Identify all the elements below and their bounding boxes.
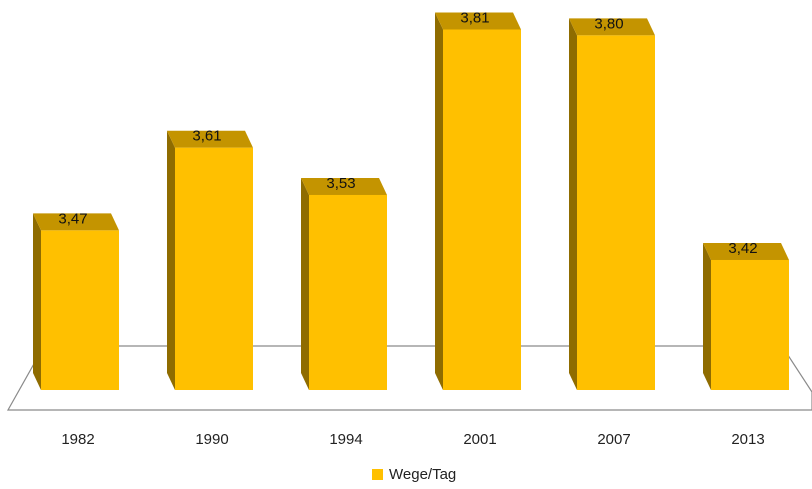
bar-side xyxy=(167,130,175,390)
x-tick-label: 2007 xyxy=(597,431,630,448)
data-label: 3,81 xyxy=(460,9,489,26)
bar-1990 xyxy=(167,130,253,390)
x-tick-label: 1982 xyxy=(61,431,94,448)
data-label: 3,61 xyxy=(192,128,221,145)
bar-1994 xyxy=(301,177,387,390)
bar-top xyxy=(703,242,789,260)
data-labels: 3,47 3,61 3,53 3,81 3,80 3,42 xyxy=(58,9,757,256)
x-tick-label: 2001 xyxy=(463,431,496,448)
bar-front xyxy=(41,230,119,390)
legend-label: Wege/Tag xyxy=(389,466,457,483)
bar-top xyxy=(435,12,521,30)
bar-2013 xyxy=(703,242,789,390)
bar-front xyxy=(309,194,387,390)
bar-side xyxy=(703,242,711,390)
bar-side xyxy=(435,12,443,391)
data-label: 3,47 xyxy=(58,210,87,227)
bar-2007 xyxy=(569,18,655,391)
bar-front xyxy=(175,147,253,390)
x-tick-label: 1994 xyxy=(329,431,362,448)
bar-top xyxy=(167,130,253,148)
legend-swatch xyxy=(372,469,383,480)
bar-2001 xyxy=(435,12,521,391)
bar-front xyxy=(577,35,655,391)
bar-front xyxy=(711,259,789,390)
bar-top xyxy=(569,18,655,36)
bar-side xyxy=(33,213,41,390)
bar-side xyxy=(301,177,309,390)
chart-floor xyxy=(6,345,812,411)
x-axis-ticks: 1982 1990 1994 2001 2007 2013 xyxy=(61,431,764,448)
bar-1982 xyxy=(33,213,119,390)
data-label: 3,80 xyxy=(594,15,623,32)
bar-side xyxy=(569,18,577,391)
data-label: 3,42 xyxy=(728,240,757,257)
legend: Wege/Tag xyxy=(372,466,456,483)
bar-top xyxy=(301,177,387,195)
bar-top xyxy=(33,213,119,231)
data-label: 3,53 xyxy=(326,175,355,192)
x-tick-label: 1990 xyxy=(195,431,228,448)
bars xyxy=(33,12,789,391)
bar-front xyxy=(443,29,521,391)
floor-plane xyxy=(6,345,812,411)
x-tick-label: 2013 xyxy=(731,431,764,448)
